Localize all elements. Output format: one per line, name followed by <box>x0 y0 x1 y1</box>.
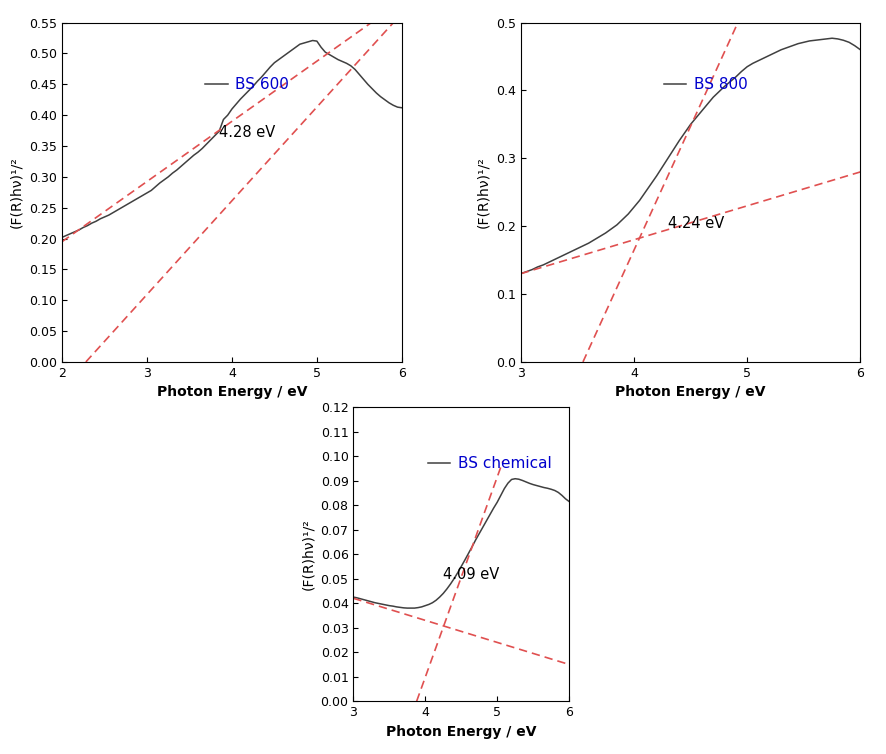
Text: 4.24 eV: 4.24 eV <box>667 216 723 231</box>
Legend: BS 600: BS 600 <box>198 71 295 98</box>
Text: 4.09 eV: 4.09 eV <box>443 567 499 581</box>
Y-axis label: (F(R)hν)¹/²: (F(R)hν)¹/² <box>476 156 490 228</box>
X-axis label: Photon Energy / eV: Photon Energy / eV <box>157 385 307 400</box>
Y-axis label: (F(R)hν)¹/²: (F(R)hν)¹/² <box>300 518 315 590</box>
X-axis label: Photon Energy / eV: Photon Energy / eV <box>615 385 765 400</box>
Legend: BS chemical: BS chemical <box>421 450 557 477</box>
Y-axis label: (F(R)hν)¹/²: (F(R)hν)¹/² <box>10 156 24 228</box>
Legend: BS 800: BS 800 <box>657 71 753 98</box>
X-axis label: Photon Energy / eV: Photon Energy / eV <box>385 725 536 739</box>
Text: 4.28 eV: 4.28 eV <box>219 124 276 139</box>
